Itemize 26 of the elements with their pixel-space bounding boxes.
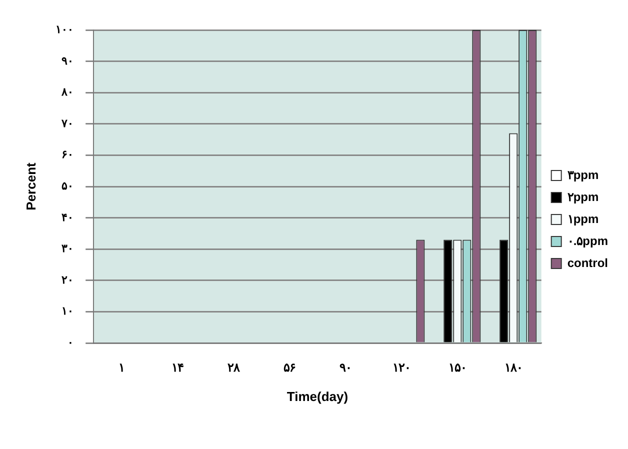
y-tick-label: ۱۰ <box>62 306 74 318</box>
x-axis-title: Time(day) <box>286 388 348 404</box>
x-tick-label: ۱۸۰ <box>504 360 522 375</box>
legend-label: control <box>567 256 608 270</box>
y-tick-label: ۱۰۰ <box>56 24 74 36</box>
y-tick-label: ۷۰ <box>60 118 74 130</box>
x-tick-label: ۵۶ <box>283 360 296 375</box>
y-tick-label: ۴۰ <box>62 212 74 224</box>
y-tick-label: ۲۰ <box>62 274 74 286</box>
y-axis-title: Percent <box>23 162 38 210</box>
legend-label: ۳ppm <box>567 168 599 182</box>
x-tick-label: ۹۰ <box>339 360 352 375</box>
x-tick-label: ۱۲۰ <box>392 360 410 375</box>
y-tick-label: ۳۰ <box>62 243 74 256</box>
y-tick-label: ۰ <box>68 337 74 350</box>
y-tick-label: ۵۰ <box>62 180 74 193</box>
x-tick-label: ۱ <box>118 360 125 375</box>
legend-label: ۱ppm <box>567 212 599 226</box>
x-tick-label: ۲۸ <box>228 360 241 375</box>
legend-label: ۲ppm <box>567 190 599 204</box>
x-tick-label: ۱۴ <box>172 360 184 375</box>
legend-label: ۰.۵ppm <box>567 234 608 248</box>
y-tick-label: ۶۰ <box>62 149 74 162</box>
x-tick-label: ۱۵۰ <box>448 360 466 375</box>
y-tick-label: ۸۰ <box>60 86 74 99</box>
y-tick-label: ۹۰ <box>62 55 74 68</box>
